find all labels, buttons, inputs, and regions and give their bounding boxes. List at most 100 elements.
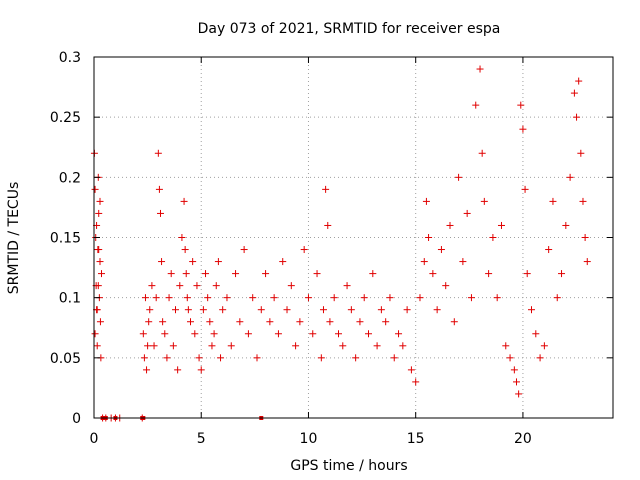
data-point [523, 270, 531, 278]
data-point [199, 306, 207, 314]
data-point [309, 330, 317, 338]
data-point [270, 294, 278, 302]
data-point [412, 378, 420, 386]
data-point [189, 258, 197, 266]
data-point [171, 306, 179, 314]
data-point [140, 354, 148, 362]
data-point [437, 246, 445, 254]
data-point [330, 294, 338, 302]
data-point [217, 354, 225, 362]
data-point [317, 354, 325, 362]
data-point [296, 318, 304, 326]
data-point [143, 366, 151, 374]
data-point [581, 234, 589, 241]
x-tick-label: 0 [90, 431, 99, 447]
data-point [549, 197, 557, 205]
data-point [204, 294, 212, 302]
data-point [502, 342, 510, 350]
data-point [152, 294, 160, 302]
data-point [208, 342, 216, 350]
data-point [319, 306, 327, 314]
data-point [373, 342, 381, 350]
data-point [510, 366, 518, 374]
data-point [540, 342, 548, 350]
data-point [575, 77, 583, 85]
x-tick-label: 10 [300, 431, 318, 447]
data-point [521, 185, 529, 193]
data-point [183, 294, 191, 302]
data-point [515, 390, 523, 398]
data-point [253, 354, 261, 362]
data-point [169, 342, 177, 350]
data-point [163, 354, 171, 362]
data-point [433, 306, 441, 314]
data-point [240, 246, 248, 254]
data-point [390, 354, 398, 362]
y-tick-label: 0.05 [50, 351, 81, 367]
x-tick-label: 20 [514, 431, 532, 447]
data-point [174, 366, 182, 374]
data-point [558, 270, 566, 278]
data-point [562, 221, 570, 229]
data-point [210, 330, 218, 338]
data-point [429, 270, 437, 278]
data-point [420, 258, 428, 266]
data-point [343, 282, 351, 290]
data-point [159, 318, 167, 326]
data-point [155, 185, 163, 193]
data-point [161, 330, 169, 338]
data-point [577, 149, 585, 157]
data-point [154, 149, 162, 157]
data-point [141, 294, 149, 302]
data-point [95, 246, 103, 254]
y-axis-label: SRMTID / TECUs [6, 182, 22, 295]
data-point [573, 113, 581, 121]
data-point [485, 270, 493, 278]
data-point [158, 258, 166, 266]
data-point [227, 342, 235, 350]
data-point [93, 306, 101, 314]
data-point [262, 270, 270, 278]
data-point [416, 294, 424, 302]
data-point [463, 209, 471, 217]
data-point [191, 330, 199, 338]
data-point [257, 306, 265, 314]
plot-frame [93, 56, 614, 419]
data-point [528, 306, 536, 314]
data-point [553, 294, 561, 302]
data-point [193, 282, 201, 290]
data-points [90, 65, 591, 422]
data-point [96, 318, 104, 326]
data-point [334, 330, 342, 338]
data-point [519, 125, 527, 133]
data-point [146, 306, 154, 314]
data-point [506, 354, 514, 362]
x-axis: 0 5 10 15 20 [90, 57, 532, 447]
data-point [480, 197, 488, 205]
data-point [455, 173, 463, 181]
data-point [365, 330, 373, 338]
data-point [95, 209, 103, 217]
y-tick-label: 0.2 [59, 170, 81, 186]
data-point [536, 354, 544, 362]
data-point [96, 258, 104, 266]
data-point [304, 294, 312, 302]
data-point [145, 318, 153, 326]
data-point [497, 221, 505, 229]
data-point [178, 234, 186, 241]
data-point [532, 330, 540, 338]
data-point [219, 306, 227, 314]
data-point [93, 342, 101, 350]
data-point [326, 318, 334, 326]
data-point [512, 378, 520, 386]
data-point [150, 342, 158, 350]
y-tick-label: 0.3 [59, 50, 81, 66]
data-point [313, 270, 321, 278]
data-point [236, 318, 244, 326]
data-point [403, 306, 411, 314]
y-tick-label: 0.15 [50, 231, 81, 247]
data-point [369, 270, 377, 278]
data-point [322, 185, 330, 193]
data-point [386, 294, 394, 302]
